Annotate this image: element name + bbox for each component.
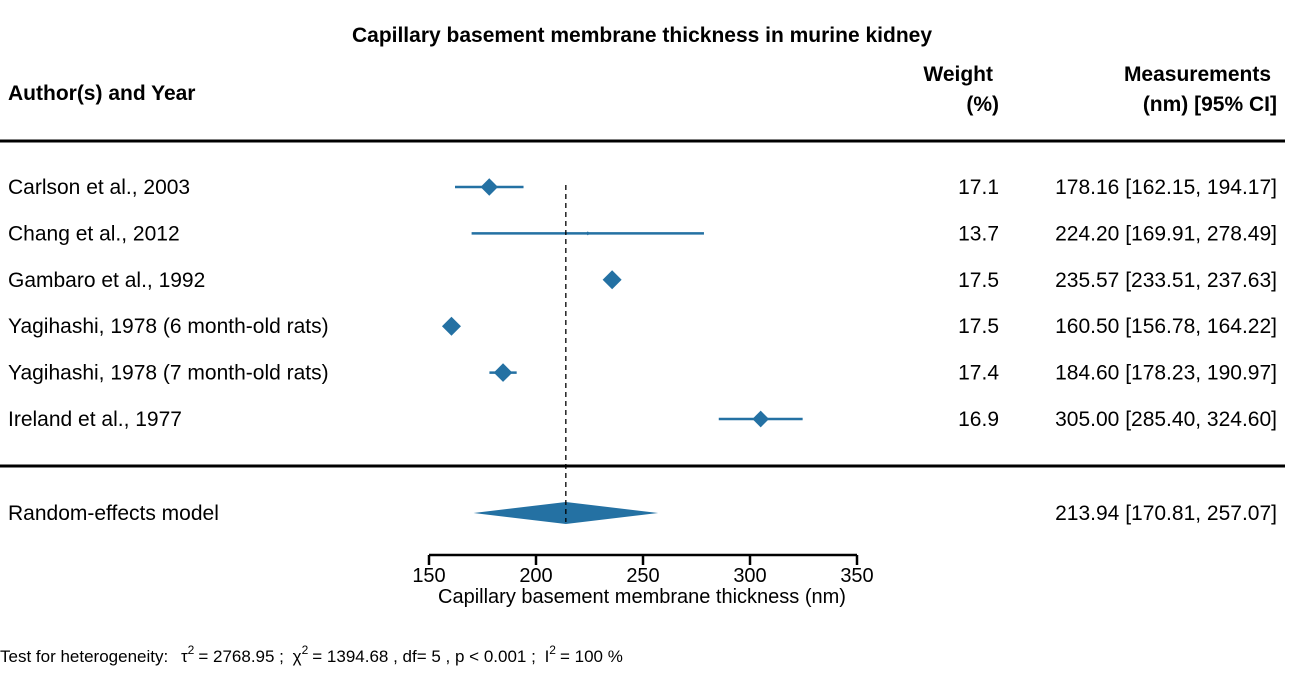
summary-label: Random-effects model [8,502,219,525]
study-estimate-ci: 184.60 [178.23, 190.97] [1055,362,1277,385]
het-chi-sup: 2 [302,643,309,657]
het-tau-value: = 2768.95 ; [198,647,284,666]
study-point-marker [493,363,513,382]
study-label: Yagihashi, 1978 (6 month-old rats) [8,315,329,338]
study-point-marker [585,231,590,236]
chart-title: Capillary basement membrane thickness in… [352,24,932,47]
het-i-value: = 100 % [560,647,623,666]
study-label: Carlson et al., 2003 [8,176,190,199]
study-label: Chang et al., 2012 [8,222,180,245]
het-chi-symbol: χ [293,647,302,666]
study-estimate-ci: 224.20 [169.91, 278.49] [1055,222,1277,245]
summary-estimate-ci: 213.94 [170.81, 257.07] [1055,502,1277,525]
x-axis: 150 200 250 300 350 [412,553,874,587]
study-point-marker [602,270,622,290]
study-weight: 17.1 [958,176,999,199]
study-estimate-ci: 160.50 [156.78, 164.22] [1055,315,1277,338]
x-tick-label: 150 [412,565,445,587]
x-tick-label: 200 [519,565,552,587]
het-tau-symbol: τ [181,647,188,666]
plot-marks [441,178,803,524]
study-estimate-ci: 178.16 [162.15, 194.17] [1055,176,1277,199]
header-weight-line1: Weight [923,63,993,86]
study-weight: 13.7 [958,222,999,245]
study-weight: 16.9 [958,408,999,431]
header-weight-line2: (%) [966,93,999,116]
study-point-marker [441,316,461,336]
study-weight: 17.5 [958,269,999,292]
study-label: Gambaro et al., 1992 [8,269,205,292]
study-estimate-ci: 305.00 [285.40, 324.60] [1055,408,1277,431]
heterogeneity-text: Test for heterogeneity: τ2 = 2768.95 ; χ2… [0,643,623,666]
x-tick-label: 250 [626,565,659,587]
study-point-marker [752,410,770,428]
het-tau-sup: 2 [188,643,195,657]
study-point-marker [480,178,498,196]
header-study: Author(s) and Year [8,82,195,105]
study-weight: 17.5 [958,315,999,338]
study-label: Yagihashi, 1978 (7 month-old rats) [8,362,329,385]
header-measure-line1: Measurements [1124,63,1271,86]
het-i-symbol: I [545,647,550,666]
het-chi-value: = 1394.68 , df= 5 , p < 0.001 ; [312,647,536,666]
x-tick-label: 350 [840,565,873,587]
x-tick-label: 300 [733,565,766,587]
header-measure-line2: (nm) [95% CI] [1143,93,1277,116]
het-i-sup: 2 [549,643,556,657]
study-rows: Carlson et al., 2003 17.1 178.16 [162.15, … [8,176,1277,525]
x-axis-label: Capillary basement membrane thickness (n… [438,586,846,608]
het-prefix: Test for heterogeneity: [0,647,168,666]
study-label: Ireland et al., 1977 [8,408,182,431]
study-weight: 17.4 [958,362,999,385]
study-estimate-ci: 235.57 [233.51, 237.63] [1055,269,1277,292]
